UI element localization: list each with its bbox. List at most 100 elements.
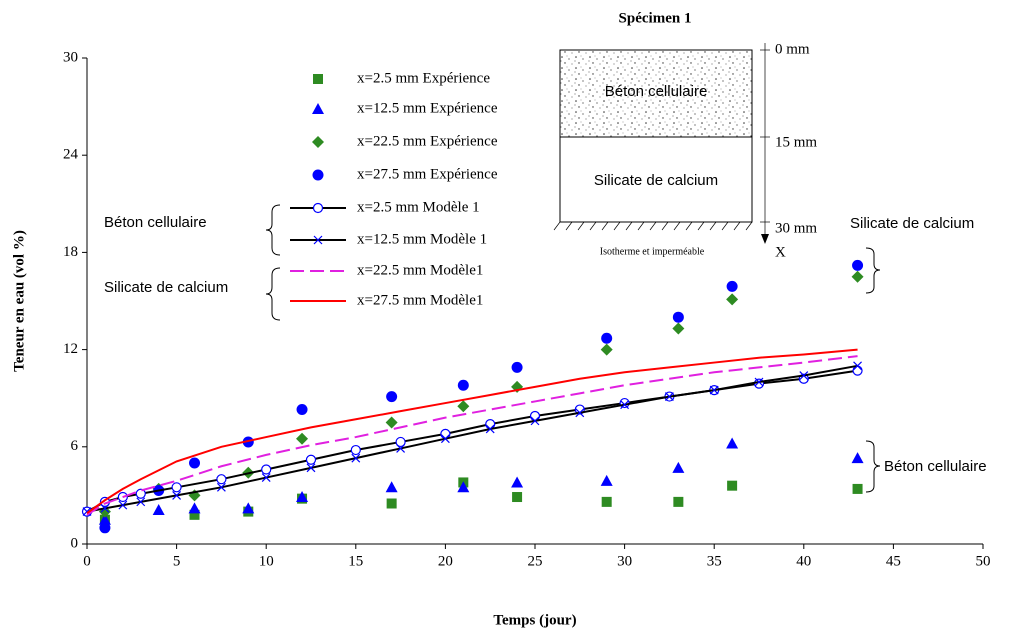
marker bbox=[727, 480, 738, 491]
marker bbox=[664, 392, 674, 402]
inset-layer: Béton cellulaire bbox=[605, 83, 708, 100]
specimen-diagram bbox=[553, 43, 770, 244]
legend-label: x=2.5 mm Expérience bbox=[357, 70, 490, 86]
legend-label: x=2.5 mm Modèle 1 bbox=[357, 199, 480, 215]
marker bbox=[313, 235, 323, 245]
legend-label: x=27.5 mm Expérience bbox=[357, 166, 498, 182]
marker bbox=[296, 491, 309, 503]
y-tick-label: 30 bbox=[63, 49, 78, 65]
marker bbox=[242, 502, 255, 514]
marker bbox=[457, 400, 470, 413]
marker bbox=[754, 377, 764, 387]
marker bbox=[189, 509, 200, 520]
marker bbox=[305, 454, 317, 465]
marker bbox=[673, 496, 684, 507]
legend-label: x=22.5 mm Expérience bbox=[357, 133, 498, 149]
marker bbox=[511, 476, 524, 488]
marker bbox=[172, 490, 182, 500]
marker bbox=[726, 437, 739, 449]
marker bbox=[98, 513, 111, 525]
x-tick-label: 0 bbox=[83, 553, 91, 569]
series-line bbox=[86, 355, 858, 516]
marker bbox=[386, 391, 398, 403]
inset-title: Spécimen 1 bbox=[619, 10, 692, 26]
inset-depth: 15 mm bbox=[775, 134, 817, 150]
y-tick-label: 12 bbox=[63, 341, 78, 357]
marker bbox=[709, 385, 719, 395]
marker bbox=[189, 457, 201, 469]
x-tick-label: 15 bbox=[348, 553, 363, 569]
marker bbox=[386, 498, 397, 509]
marker bbox=[457, 379, 469, 391]
x-tick-label: 5 bbox=[173, 553, 181, 569]
marker bbox=[135, 488, 146, 499]
marker bbox=[312, 103, 324, 114]
braces bbox=[265, 204, 881, 493]
marker bbox=[672, 322, 685, 335]
marker bbox=[511, 361, 523, 373]
marker bbox=[312, 202, 324, 214]
marker bbox=[575, 408, 585, 418]
marker bbox=[799, 371, 809, 380]
marker bbox=[852, 483, 863, 494]
marker bbox=[152, 503, 165, 515]
y-tick-label: 18 bbox=[63, 244, 78, 260]
y-tick-label: 6 bbox=[71, 438, 79, 454]
x-tick-label: 40 bbox=[796, 553, 811, 569]
marker bbox=[440, 434, 450, 444]
marker bbox=[396, 443, 406, 453]
marker bbox=[395, 436, 406, 448]
y-tick-label: 24 bbox=[63, 147, 79, 163]
x-axis-title: Temps (jour) bbox=[493, 612, 576, 628]
inset-axis: X bbox=[775, 244, 786, 260]
marker bbox=[457, 481, 470, 493]
marker bbox=[296, 404, 308, 416]
legend-label: x=12.5 mm Modèle 1 bbox=[357, 231, 487, 247]
marker bbox=[600, 343, 613, 356]
legend-label: x=22.5 mm Modèle1 bbox=[357, 262, 483, 278]
marker bbox=[136, 497, 146, 507]
inset-depth: 30 mm bbox=[775, 220, 817, 236]
marker bbox=[440, 428, 451, 439]
marker bbox=[726, 293, 739, 306]
marker bbox=[753, 378, 765, 389]
marker bbox=[726, 280, 738, 292]
marker bbox=[853, 361, 862, 371]
marker bbox=[672, 311, 684, 323]
x-tick-label: 45 bbox=[886, 553, 901, 569]
annotation: Silicate de calcium bbox=[850, 215, 974, 232]
series-line bbox=[86, 364, 858, 513]
marker bbox=[851, 452, 864, 464]
x-tick-label: 20 bbox=[438, 553, 453, 569]
marker bbox=[306, 463, 316, 473]
marker bbox=[313, 74, 323, 84]
marker bbox=[851, 270, 864, 283]
marker bbox=[512, 492, 523, 503]
x-tick-label: 30 bbox=[617, 553, 632, 569]
annotation: Béton cellulaire bbox=[884, 458, 987, 475]
marker bbox=[601, 332, 613, 344]
marker bbox=[216, 474, 227, 485]
x-tick-label: 25 bbox=[528, 553, 543, 569]
legend-label: x=27.5 mm Modèle1 bbox=[357, 292, 483, 308]
marker bbox=[188, 502, 201, 514]
inset-layer: Silicate de calcium bbox=[594, 172, 718, 189]
marker bbox=[100, 503, 110, 513]
marker bbox=[385, 416, 398, 429]
series-line bbox=[86, 348, 858, 515]
marker bbox=[171, 482, 182, 493]
marker bbox=[672, 461, 685, 473]
marker bbox=[261, 464, 272, 475]
x-tick-label: 50 bbox=[976, 553, 991, 569]
marker bbox=[216, 482, 226, 492]
marker bbox=[296, 432, 309, 445]
marker bbox=[385, 481, 398, 493]
marker bbox=[312, 136, 324, 148]
marker bbox=[530, 416, 540, 426]
x-tick-label: 10 bbox=[259, 553, 274, 569]
marker bbox=[620, 400, 630, 410]
marker bbox=[350, 444, 361, 456]
y-axis-title: Teneur en eau (vol %) bbox=[11, 230, 27, 372]
marker bbox=[529, 410, 541, 422]
